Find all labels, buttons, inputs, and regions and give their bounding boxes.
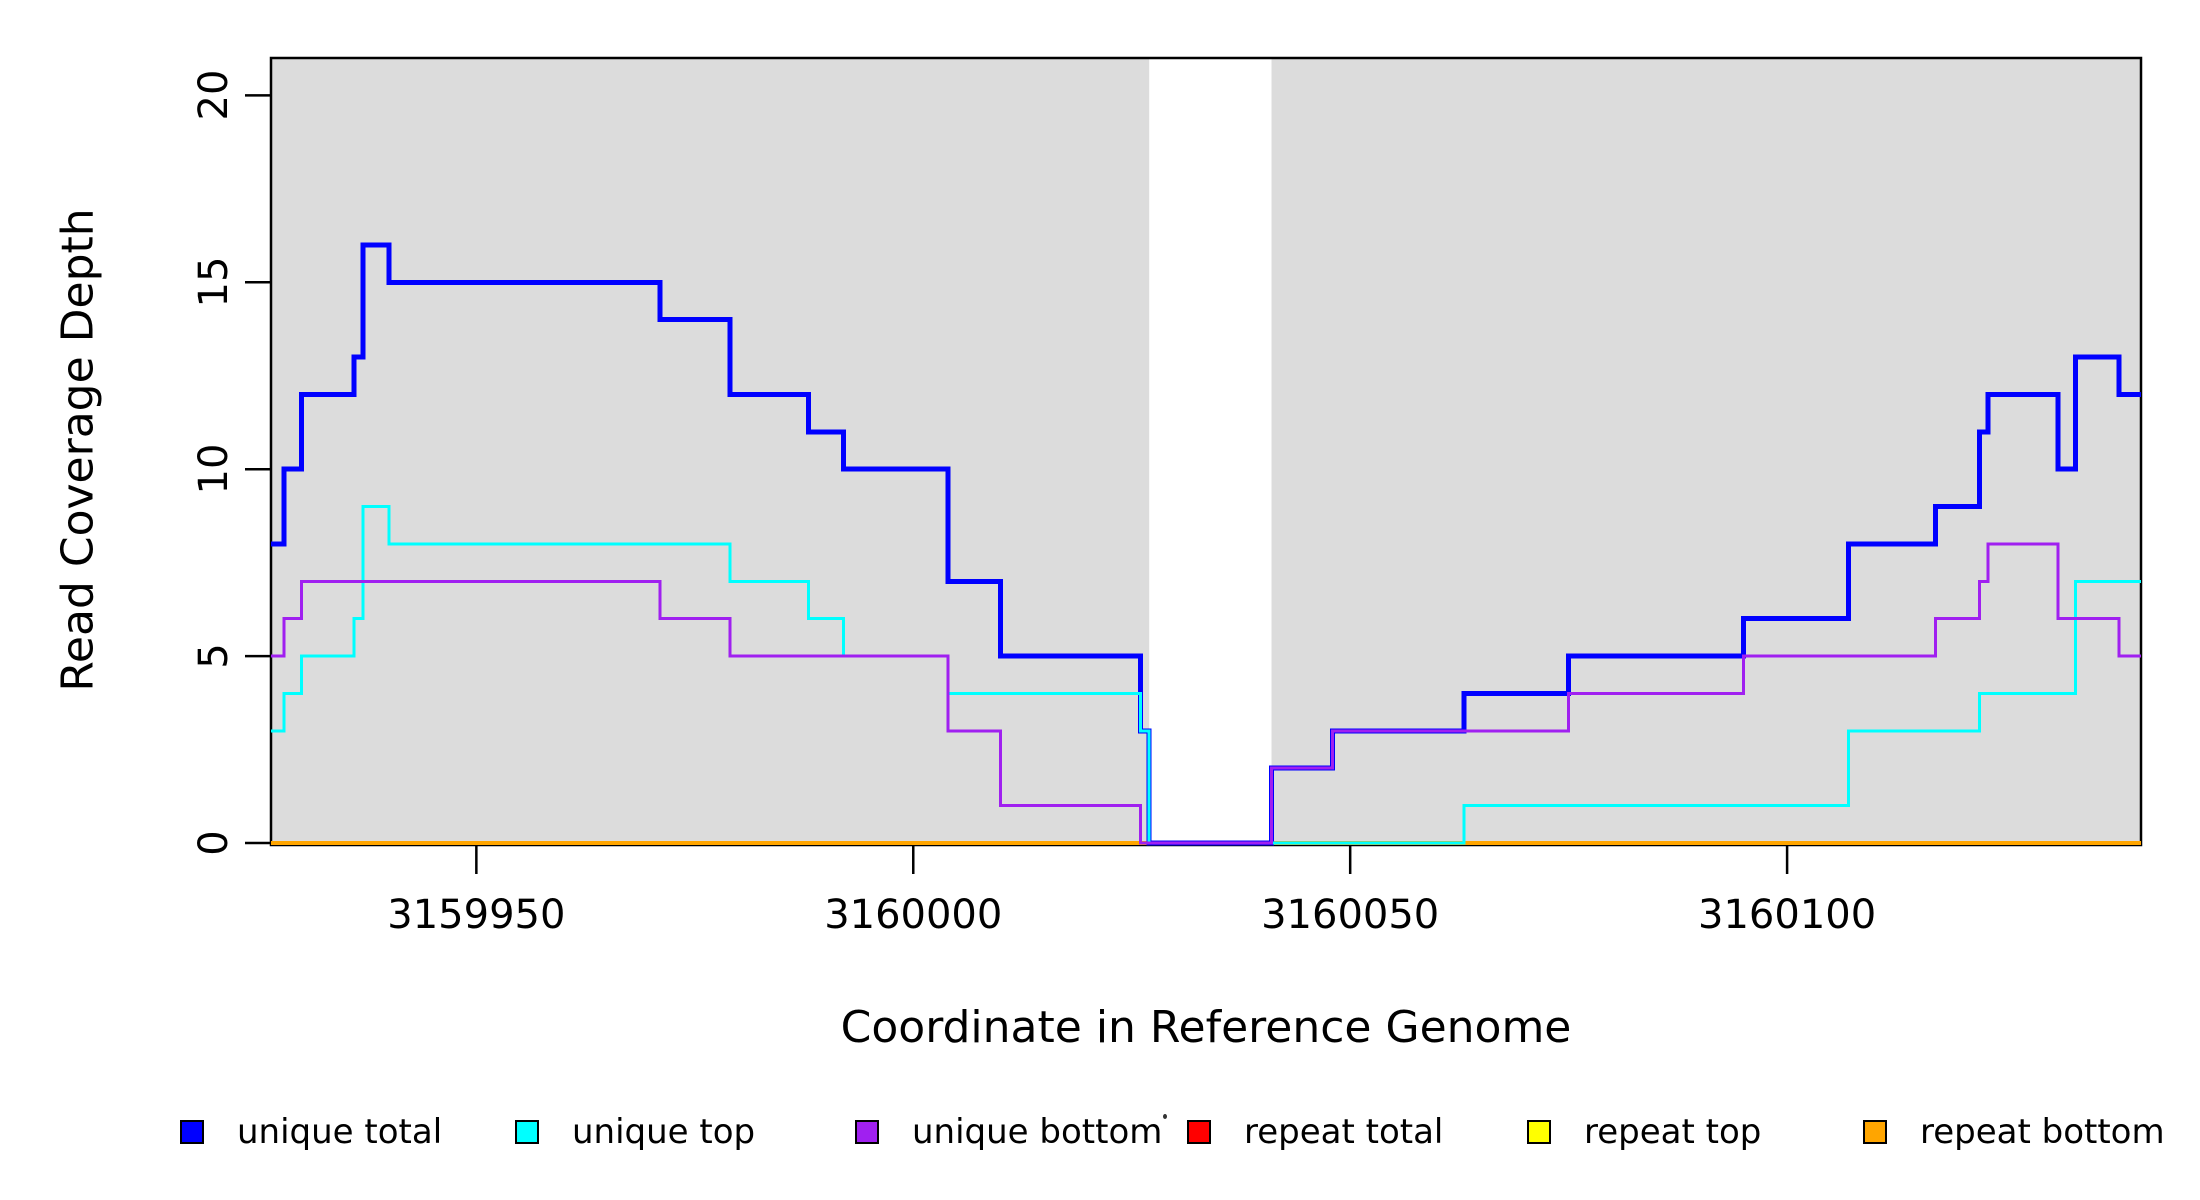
legend-item-unique-top: unique top xyxy=(515,1108,755,1156)
stray-dot-artifact xyxy=(1163,1114,1167,1119)
legend-swatch-unique-bottom xyxy=(855,1120,879,1144)
legend-item-unique-bottom: unique bottom xyxy=(855,1108,1162,1156)
series-unique-top xyxy=(271,505,2141,845)
y-tick-label: 5 xyxy=(191,643,237,669)
legend-swatch-repeat-bottom xyxy=(1863,1120,1887,1144)
legend-label: repeat total xyxy=(1244,1112,1444,1152)
legend-item-repeat-top: repeat top xyxy=(1527,1108,1761,1156)
legend-swatch-unique-top xyxy=(515,1120,539,1144)
legend: unique total unique top unique bottom re… xyxy=(0,1108,2200,1168)
legend-swatch-repeat-total xyxy=(1187,1120,1211,1144)
x-tick-label: 3160000 xyxy=(824,892,1003,938)
legend-item-unique-total: unique total xyxy=(180,1108,442,1156)
y-axis-title: Read Coverage Depth xyxy=(52,208,104,692)
y-tick-label: 0 xyxy=(191,830,237,856)
y-tick-label: 10 xyxy=(191,443,237,495)
shaded-region xyxy=(271,58,1150,845)
legend-label: unique top xyxy=(572,1112,756,1152)
x-tick-label: 3159950 xyxy=(387,892,566,938)
legend-swatch-repeat-top xyxy=(1527,1120,1551,1144)
legend-label: unique bottom xyxy=(912,1112,1163,1152)
legend-label: unique total xyxy=(237,1112,443,1152)
y-tick-label: 20 xyxy=(191,69,237,121)
x-tick-label: 3160050 xyxy=(1261,892,1440,938)
legend-item-repeat-total: repeat total xyxy=(1187,1108,1443,1156)
x-tick-label: 3160100 xyxy=(1698,892,1877,938)
legend-label: repeat top xyxy=(1584,1112,1762,1152)
legend-swatch-unique-total xyxy=(180,1120,204,1144)
y-tick-label: 15 xyxy=(191,256,237,308)
shaded-region xyxy=(1271,58,2141,845)
x-axis-title: Coordinate in Reference Genome xyxy=(840,1002,1572,1053)
legend-label: repeat bottom xyxy=(1920,1112,2165,1152)
legend-item-repeat-bottom: repeat bottom xyxy=(1863,1108,2165,1156)
series-unique-bottom xyxy=(271,542,2141,845)
